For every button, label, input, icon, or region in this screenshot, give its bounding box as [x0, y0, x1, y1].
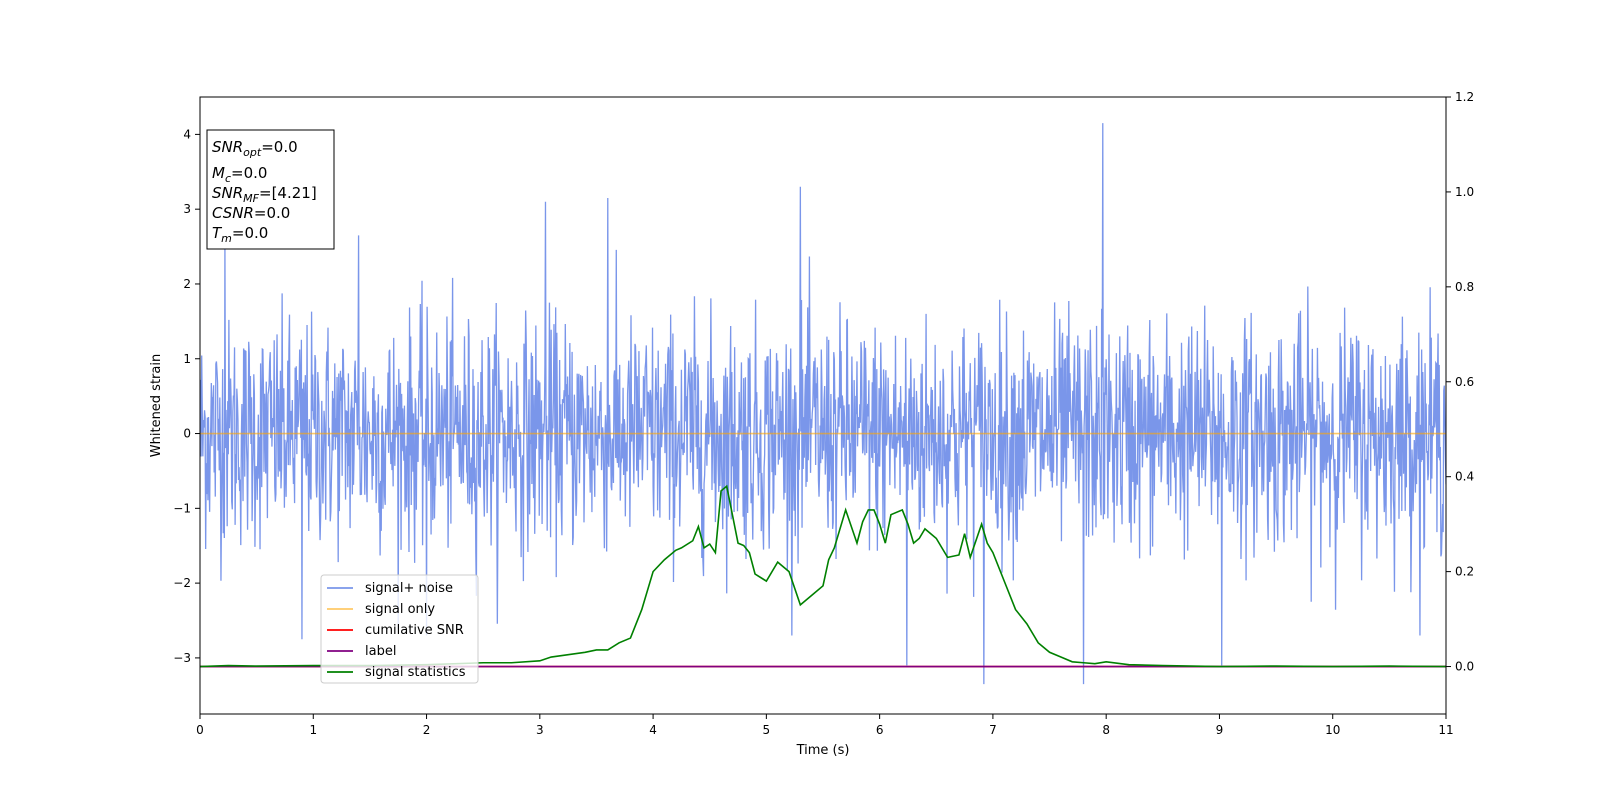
x-tick-label: 9 [1216, 723, 1224, 737]
legend-label: signal statistics [365, 665, 466, 680]
legend-label: signal+ noise [365, 581, 453, 596]
y-right-tick-label: 0.2 [1455, 565, 1474, 579]
info-box: SNRopt=0.0Mc=0.0SNRMF=[4.21]CSNR=0.0Tm=0… [206, 129, 335, 250]
info-line-base: CSNR [212, 204, 254, 222]
info-box-line: CSNR=0.0 [212, 204, 290, 222]
info-line-base: T [212, 224, 223, 242]
x-tick-label: 0 [196, 723, 204, 737]
x-tick-label: 11 [1438, 723, 1453, 737]
info-box-frame [206, 129, 335, 250]
info-line-value: =0.0 [232, 224, 268, 242]
legend-label: signal only [365, 602, 435, 617]
x-tick-label: 3 [536, 723, 544, 737]
info-line-subscript: opt [243, 146, 262, 159]
y-left-tick-label: 0 [183, 427, 191, 441]
y-left-tick-label: 4 [183, 127, 191, 141]
y-axis-label: Whitened strain [149, 354, 164, 457]
info-box-line: SNRMF=[4.21] [212, 184, 317, 205]
legend-label: label [365, 644, 396, 659]
series-signal-noise [200, 123, 1446, 685]
y-right-tick-label: 0.4 [1455, 470, 1474, 484]
info-line-base: SNR [212, 138, 243, 156]
info-line-subscript: MF [243, 192, 259, 205]
y-left-tick-label: −1 [173, 501, 191, 515]
x-tick-label: 7 [989, 723, 997, 737]
info-line-value: =0.0 [231, 164, 267, 182]
plot-frame [199, 96, 1447, 715]
y-left-tick-label: 3 [183, 202, 191, 216]
x-tick-label: 5 [763, 723, 771, 737]
info-box-line: Tm=0.0 [212, 224, 268, 245]
y-right-tick-label: 0.6 [1455, 375, 1474, 389]
info-line-base: M [212, 164, 225, 182]
x-tick-label: 1 [309, 723, 317, 737]
y-left-tick-label: −2 [173, 576, 191, 590]
x-tick-label: 2 [423, 723, 431, 737]
legend-label: cumilative SNR [365, 623, 464, 638]
x-tick-label: 6 [876, 723, 884, 737]
info-line-subscript: m [221, 232, 232, 245]
x-tick-label: 4 [649, 723, 657, 737]
y-right-tick-label: 0.8 [1455, 280, 1474, 294]
info-line-value: =0.0 [261, 138, 297, 156]
y-left-tick-label: 2 [183, 277, 191, 291]
axes: 0 1 2 3 4 5 6 7 8 9 10 11 −3 −2 −1 0 1 2 3 4 0.0 0.2 0.4 0.6 0.8… [173, 90, 1474, 737]
x-tick-label: 8 [1102, 723, 1110, 737]
info-line-value: =0.0 [254, 204, 290, 222]
series-line-signal-noise [200, 123, 1446, 685]
legend-frame [320, 574, 479, 684]
info-box-line: Mc=0.0 [212, 164, 267, 185]
x-axis-label: Time (s) [796, 743, 850, 758]
legend: signal+ noise signal only cumilative SNR la… [320, 574, 479, 684]
y-right-tick-label: 1.2 [1455, 90, 1474, 104]
info-line-subscript: c [225, 172, 231, 185]
y-right-tick-label: 0.0 [1455, 660, 1474, 674]
x-tick-label: 10 [1325, 723, 1340, 737]
y-left-tick-label: 1 [183, 352, 191, 366]
info-box-line: SNRopt=0.0 [212, 138, 298, 159]
series-line-signal-statistics [200, 484, 1446, 668]
info-line-base: SNR [212, 184, 243, 202]
info-line-value: =[4.21] [259, 184, 317, 202]
y-right-tick-label: 1.0 [1455, 185, 1474, 199]
y-left-tick-label: −3 [173, 651, 191, 665]
